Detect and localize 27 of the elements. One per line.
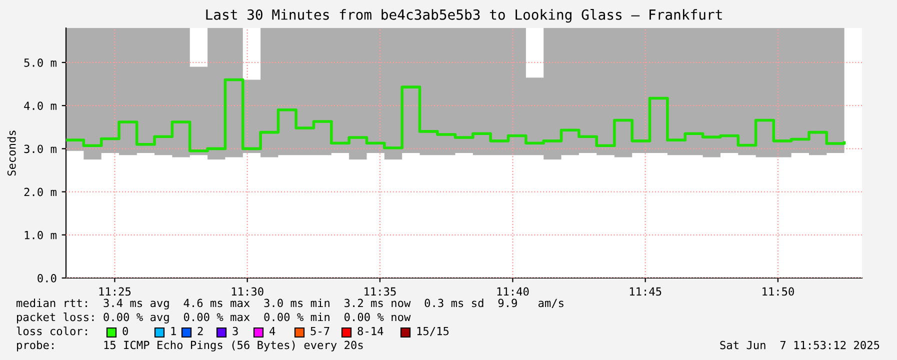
text: 15/15 xyxy=(417,326,449,336)
text: 8-14 xyxy=(358,326,384,336)
text: 1 xyxy=(171,326,176,336)
text: 3 xyxy=(232,326,238,336)
text: 4 xyxy=(270,326,276,336)
text: median rtt: 3.4 ms avg 4.6 ms max 3.0 ms min 3.2 ms now 0.3 ms sd 9.9 am/s xyxy=(16,298,564,310)
y-tick-label: 4.0 m xyxy=(24,102,56,110)
y-tick-label: 5.0 m xyxy=(24,58,56,67)
x-tick-label: 11:40 xyxy=(497,287,529,296)
chart-title: Last 30 Minutes from be4c3ab5e5b3 to Looking Glass – Frankfurt xyxy=(206,9,722,23)
x-tick-label: 11:30 xyxy=(232,287,264,296)
y-tick-label: 1.0 m xyxy=(24,230,56,240)
x-tick-label: 11:50 xyxy=(762,287,794,296)
y-tick-label: 2.0 m xyxy=(24,188,56,196)
x-tick-label: 11:35 xyxy=(364,287,396,296)
text: 2 xyxy=(198,326,203,336)
text: 0 xyxy=(122,326,128,336)
y-axis-title: Seconds xyxy=(7,130,16,176)
x-tick-label: 11:45 xyxy=(630,287,662,296)
text: probe: 15 ICMP Echo Pings (56 Bytes) every 20s xyxy=(17,340,363,352)
y-tick-label: 3.0 m xyxy=(24,144,56,154)
text: packet loss: 0.00 % avg 0.00 % max 0.00 % min 0.00 % now xyxy=(17,312,411,324)
text: loss color: xyxy=(16,326,87,336)
x-tick-label: 11:25 xyxy=(99,287,131,296)
text: Sat Jun 7 11:53:12 2025 xyxy=(720,340,880,350)
y-tick-label: 0.0 xyxy=(38,274,56,282)
text: 5-7 xyxy=(310,326,330,336)
